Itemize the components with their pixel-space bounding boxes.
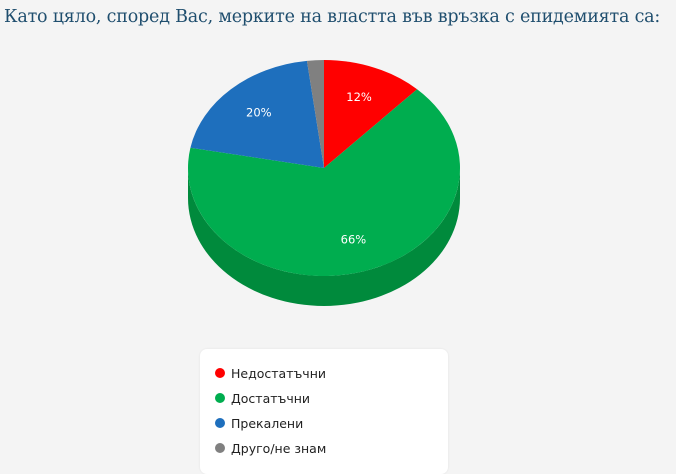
pie-3d-sides	[188, 168, 460, 306]
legend-label: Недостатъчни	[231, 365, 326, 381]
legend-marker	[215, 418, 225, 428]
pie-slice-3[interactable]	[306, 60, 324, 168]
pie-data-labels: 12% 66% 20%	[246, 90, 372, 246]
legend-marker	[215, 393, 225, 403]
legend-label: Прекалени	[231, 415, 304, 431]
legend-marker	[215, 443, 225, 453]
pie-slices	[188, 60, 461, 276]
legend-item-1[interactable]: Достатъчни	[215, 388, 310, 408]
slice-data-label-2: 20%	[246, 105, 272, 119]
legend-item-3[interactable]: Друго/не знам	[215, 438, 326, 458]
pie-slice-1[interactable]	[188, 89, 461, 276]
legend-item-0[interactable]: Недостатъчни	[215, 363, 326, 383]
legend-label: Друго/не знам	[231, 440, 327, 456]
pie-slice-2[interactable]	[190, 60, 324, 168]
legend-item-2[interactable]: Прекалени	[215, 413, 303, 433]
pie-side-1	[188, 168, 460, 306]
legend-label: Достатъчни	[231, 390, 311, 406]
chart-title: Като цяло, според Вас, мерките на властт…	[4, 7, 661, 27]
pie-chart: 12% 66% 20%	[188, 60, 461, 306]
slice-data-label-0: 12%	[346, 90, 372, 104]
legend-marker	[215, 368, 225, 378]
slice-data-label-1: 66%	[341, 232, 367, 246]
chart-legend: Недостатъчни Достатъчни Прекалени Друго/…	[200, 349, 448, 474]
pie-slice-0[interactable]	[324, 60, 418, 168]
